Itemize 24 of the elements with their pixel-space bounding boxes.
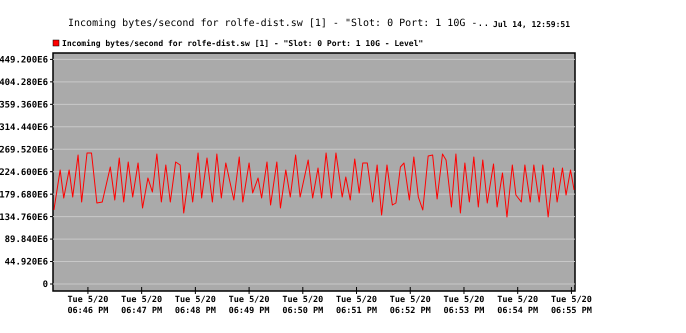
y-tick-label: 314.440E6 [0, 122, 48, 133]
x-tick-label: Tue 5/20 06:50 PM [282, 295, 324, 316]
x-tick-label: Tue 5/20 06:51 PM [336, 295, 378, 316]
y-tick-label: 359.360E6 [0, 100, 48, 110]
x-tick-label: Tue 5/20 06:49 PM [228, 295, 270, 316]
x-tick-label: Tue 5/20 06:55 PM [550, 295, 592, 316]
y-tick-label: 269.520E6 [0, 145, 48, 156]
x-tick-label: Tue 5/20 06:52 PM [390, 295, 431, 316]
text: Jul 14, 12:59:51 [493, 20, 570, 29]
y-tick-label: 179.680E6 [0, 190, 48, 200]
x-tick-label: Tue 5/20 06:47 PM [121, 295, 162, 316]
chart-title: Incoming bytes/second for rolfe-dist.sw [1] - "Slot: 0 Port: 1 10G -.. [68, 18, 490, 29]
y-tick-label: 224.600E6 [0, 168, 48, 178]
y-tick-label: 0 [42, 280, 48, 290]
legend-label: Incoming bytes/second for rolfe-dist.sw [1] - "Slot: 0 Port: 1 10G - Level" [62, 39, 424, 48]
y-tick-label: 404.280E6 [0, 78, 48, 88]
x-tick-label: Tue 5/20 06:53 PM [444, 295, 484, 316]
y-tick-label: 89.840E6 [4, 235, 48, 246]
x-tick-label: Tue 5/20 06:48 PM [174, 295, 216, 316]
y-tick-label: 449.200E6 [0, 56, 48, 66]
x-tick-label: Tue 5/20 06:46 PM [67, 295, 108, 316]
x-tick-label: Tue 5/20 06:54 PM [497, 295, 538, 316]
y-tick-label: 44.920E6 [4, 258, 48, 268]
y-tick-label: 134.760E6 [0, 212, 48, 223]
